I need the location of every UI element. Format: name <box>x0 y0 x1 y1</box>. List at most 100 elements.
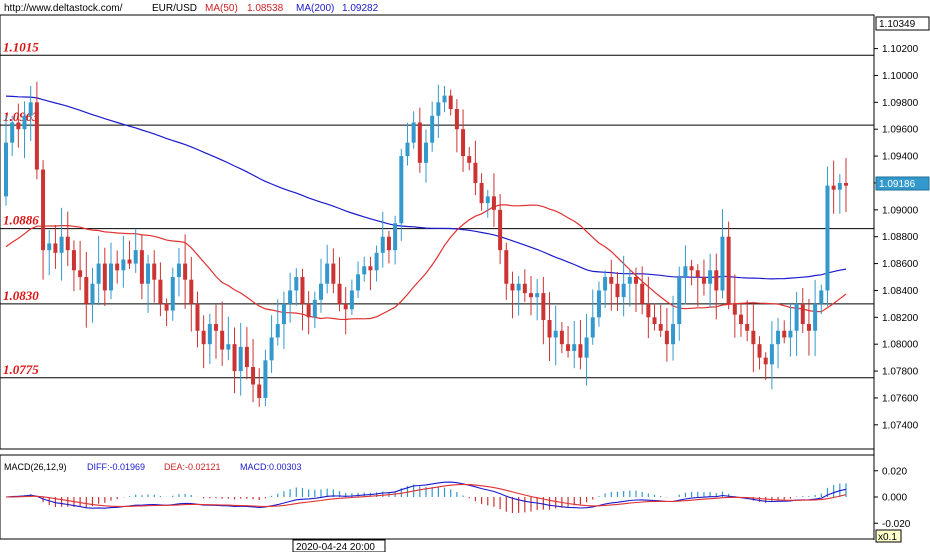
candle-body <box>559 330 564 345</box>
candle-body <box>776 330 781 345</box>
candle-body <box>584 337 589 358</box>
candle <box>714 253 719 320</box>
candle <box>535 279 540 321</box>
macd-y-axis: 0.020 0.000 -0.020 <box>874 466 911 530</box>
price-tick-label: 1.10000 <box>882 71 919 82</box>
candle-body <box>127 259 132 264</box>
candle <box>461 109 466 172</box>
price-tick-label: 1.09600 <box>882 125 919 136</box>
candle-body <box>176 263 181 278</box>
candle <box>127 240 132 269</box>
candle <box>467 146 472 171</box>
candle <box>578 319 583 370</box>
candle-body <box>516 283 521 291</box>
candle-body <box>306 303 311 318</box>
candle-body <box>393 223 398 251</box>
candle-body <box>59 236 64 253</box>
macd-macd-label: MACD:0.00303 <box>240 462 302 472</box>
candle-body <box>578 344 583 358</box>
candle <box>4 114 8 206</box>
candle-body <box>485 196 490 204</box>
candle <box>541 277 546 345</box>
candle <box>164 298 169 327</box>
candle-body <box>109 263 113 291</box>
candle-body <box>430 115 435 143</box>
header-ma50-label: MA(50) <box>205 3 238 14</box>
candle <box>794 291 799 356</box>
candle <box>331 248 336 294</box>
candle-body <box>436 102 441 116</box>
candle-body <box>158 279 163 304</box>
candle <box>640 266 645 315</box>
candle <box>652 303 657 331</box>
candle <box>312 291 317 329</box>
candle <box>491 173 496 227</box>
candle <box>337 257 342 312</box>
candle-body <box>146 263 151 284</box>
candle-body <box>263 360 268 398</box>
candle <box>763 352 768 381</box>
candle-body <box>788 330 793 338</box>
candle-body <box>269 337 274 361</box>
price-tick-label: 1.08400 <box>882 286 919 297</box>
current-price-text: 1.09186 <box>879 179 916 190</box>
price-tick-label: 1.08000 <box>882 340 919 351</box>
candle-body <box>53 243 58 253</box>
price-tick-label: 1.09800 <box>882 98 919 109</box>
candle <box>121 235 126 288</box>
candle-body <box>491 196 496 210</box>
macd-title: MACD(26,12,9) <box>4 462 67 472</box>
candle <box>263 349 268 407</box>
candles <box>4 81 848 407</box>
candle <box>96 235 101 306</box>
candle-body <box>331 263 336 284</box>
candle-body <box>461 129 466 157</box>
candle-body <box>257 384 262 398</box>
candle-body <box>695 270 700 278</box>
candle <box>559 321 564 354</box>
candle <box>788 302 793 357</box>
candle-body <box>164 303 169 311</box>
candle-body <box>529 293 533 298</box>
candle <box>529 276 533 316</box>
candle <box>615 271 620 311</box>
candle-body <box>152 263 157 280</box>
candle-body <box>343 303 348 310</box>
candle <box>294 268 299 306</box>
candle <box>300 268 305 331</box>
candle <box>34 81 39 180</box>
candle-body <box>844 182 848 186</box>
candle <box>244 327 249 380</box>
candle <box>22 101 27 159</box>
candle <box>133 228 138 273</box>
candle-body <box>541 293 546 321</box>
candle-body <box>170 277 175 311</box>
candle <box>269 315 274 374</box>
candle-body <box>596 290 601 318</box>
candle <box>65 211 70 267</box>
candle <box>90 267 95 323</box>
header-ma200-value: 1.09282 <box>342 3 379 14</box>
candle <box>732 274 737 338</box>
candle-body <box>732 303 737 315</box>
candle <box>183 234 188 309</box>
candle-body <box>374 252 379 271</box>
candle <box>325 244 330 294</box>
candle <box>343 287 348 335</box>
price-tick-label: 1.08200 <box>882 313 919 324</box>
candle <box>689 259 694 286</box>
candle-body <box>139 250 144 284</box>
candle-body <box>22 115 27 130</box>
candle <box>59 207 64 281</box>
candle-body <box>4 142 8 197</box>
top-value-text: 1.10349 <box>879 19 916 30</box>
candle <box>609 259 614 311</box>
candle-body <box>78 270 83 278</box>
candle-body <box>714 270 719 291</box>
candle <box>214 304 218 359</box>
candle <box>658 304 663 337</box>
price-tick-label: 1.10200 <box>882 44 919 55</box>
header-url[interactable]: http://www.deltastock.com/ <box>4 3 123 14</box>
current-price-box <box>875 176 930 191</box>
